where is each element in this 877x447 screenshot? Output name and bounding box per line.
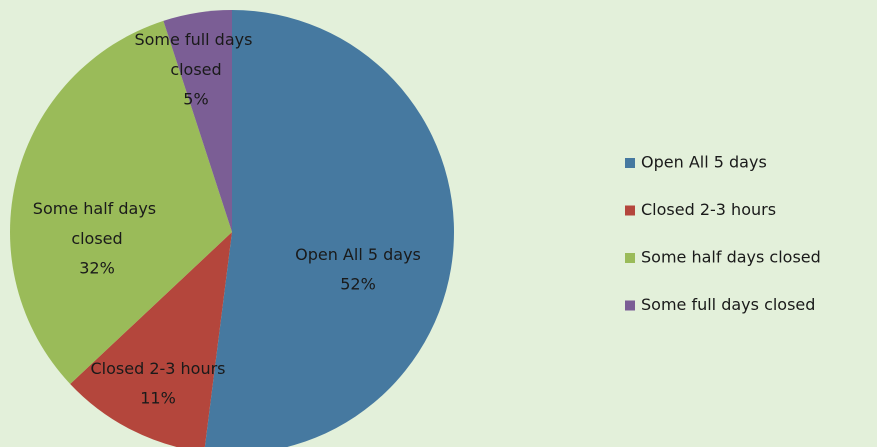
legend-swatch [625, 253, 635, 263]
pie-slice [70, 232, 232, 447]
slice-label: Some full days closed [134, 30, 257, 79]
slice-value-label: 5% [183, 90, 208, 109]
legend-label: Closed 2-3 hours [641, 200, 776, 219]
slice-label: Some half days closed [33, 199, 161, 248]
slice-label: Open All 5 days [295, 245, 421, 264]
legend-label: Some half days closed [641, 248, 821, 267]
slice-value-label: 11% [140, 389, 176, 408]
pie-slice [163, 10, 232, 232]
slice-label: Closed 2-3 hours [90, 359, 225, 378]
legend-swatch [625, 205, 635, 216]
legend-label: Open All 5 days [641, 153, 767, 172]
slice-value-label: 52% [340, 275, 376, 294]
slice-value-label: 32% [79, 259, 115, 278]
legend-swatch [625, 158, 635, 168]
legend-swatch [625, 300, 635, 311]
legend-label: Some full days closed [641, 295, 815, 314]
pie-slice [9, 20, 232, 384]
pie-slice [204, 10, 454, 447]
